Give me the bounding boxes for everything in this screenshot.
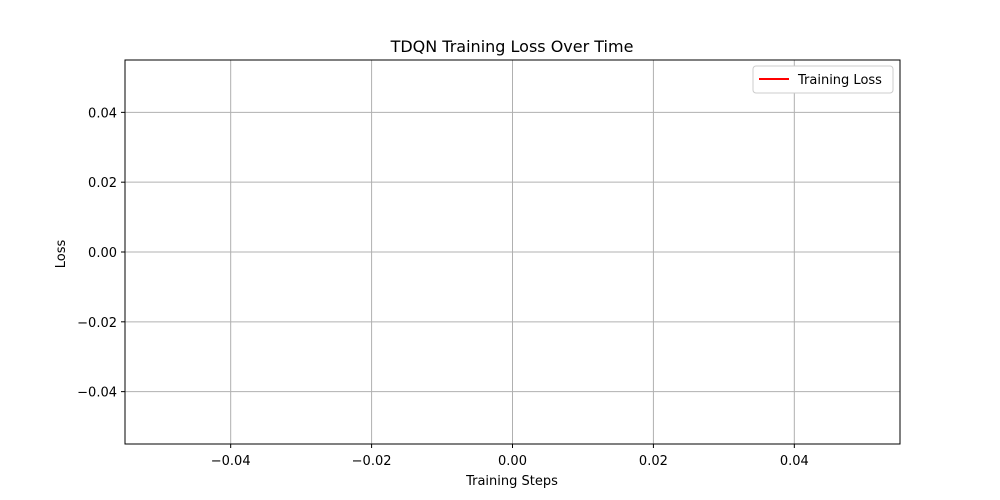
legend-box xyxy=(752,65,894,94)
y-tick-label: −0.02 xyxy=(77,316,117,331)
x-tick-label: −0.04 xyxy=(211,454,251,469)
x-tick-label: 0.02 xyxy=(639,454,668,469)
legend: Training Loss xyxy=(752,65,894,94)
y-tick-label: 0.04 xyxy=(88,106,117,121)
y-tick-label: 0.02 xyxy=(88,176,117,191)
y-tick-label: −0.04 xyxy=(77,386,117,401)
y-axis-ticks: −0.04 −0.02 0.00 0.02 0.04 xyxy=(77,106,125,401)
x-axis-ticks: −0.04 −0.02 0.00 0.02 0.04 xyxy=(211,444,809,469)
chart-title: TDQN Training Loss Over Time xyxy=(390,37,634,56)
grid xyxy=(125,60,900,444)
x-tick-label: 0.00 xyxy=(498,454,527,469)
y-axis-label: Loss xyxy=(54,240,69,269)
y-tick-label: 0.00 xyxy=(88,246,117,261)
legend-label-training-loss: Training Loss xyxy=(797,73,882,88)
x-tick-label: −0.02 xyxy=(352,454,392,469)
x-tick-label: 0.04 xyxy=(780,454,809,469)
x-axis-label: Training Steps xyxy=(465,474,558,489)
